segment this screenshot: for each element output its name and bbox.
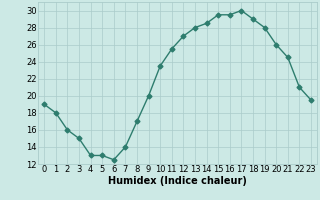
X-axis label: Humidex (Indice chaleur): Humidex (Indice chaleur) <box>108 176 247 186</box>
